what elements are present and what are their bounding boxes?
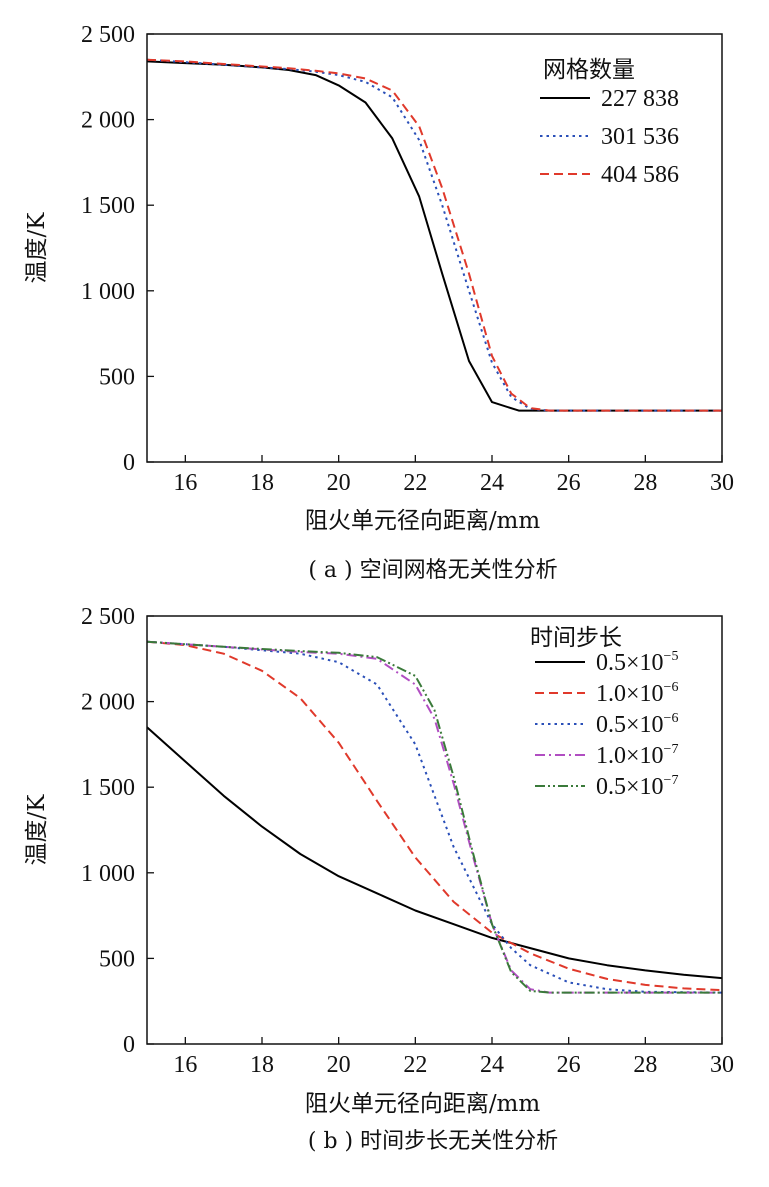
y-tick-label: 1 000	[81, 861, 135, 887]
plot-frame	[146, 33, 723, 463]
legend-label: 0.5×10−5	[596, 649, 678, 676]
y-tick-label: 1 000	[81, 279, 135, 305]
x-tick-label: 20	[327, 470, 351, 496]
series-line-5	[147, 640, 722, 994]
legend-label: 1.0×10−6	[596, 680, 678, 707]
x-tick-label: 30	[710, 1052, 734, 1078]
x-tick-label: 22	[403, 1052, 427, 1078]
legend-label: 0.5×10−7	[596, 773, 678, 800]
legend-title: 时间步长	[530, 625, 622, 651]
legend: 网格数量 227 838 301 536 404 586	[540, 57, 679, 188]
y-tick-label: 500	[99, 946, 135, 972]
series-group	[147, 640, 722, 994]
x-tick-label: 26	[557, 470, 581, 496]
y-tick-label: 1 500	[81, 775, 135, 801]
y-axis-title: 温度/K	[24, 212, 50, 284]
series-line-1	[147, 726, 722, 980]
series-line-2	[147, 640, 722, 992]
x-axis-title: 阻火单元径向距离/mm	[305, 508, 541, 534]
x-tick-label: 16	[173, 1052, 197, 1078]
chart-a: 16 18 20 22 24 26 28 30 0 500 1 000 1 500 2 000 2 500…	[24, 22, 734, 583]
legend-label: 0.5×10−6	[596, 711, 678, 738]
chart-b: 16 18 20 22 24 26 28 30 0 500 1 000 1 500 2 000 2 500…	[24, 604, 734, 1154]
y-tick-label: 2 500	[81, 604, 135, 630]
x-tick-label: 30	[710, 470, 734, 496]
x-tick-label: 20	[327, 1052, 351, 1078]
legend-label: 404 586	[601, 162, 679, 188]
y-tick-label: 0	[123, 450, 135, 476]
x-tick-label: 18	[250, 470, 274, 496]
series-line-1	[147, 60, 722, 412]
chart-caption: ( b ) 时间步长无关性分析	[308, 1129, 558, 1154]
series-group	[147, 58, 722, 412]
x-tick-label: 28	[633, 1052, 657, 1078]
legend-label: 301 536	[601, 124, 679, 150]
y-tick-label: 1 500	[81, 193, 135, 219]
x-tick-label: 26	[557, 1052, 581, 1078]
legend-label: 227 838	[601, 86, 679, 112]
series-line-3	[147, 58, 722, 412]
y-tick-label: 0	[123, 1032, 135, 1058]
x-tick-label: 24	[480, 470, 504, 496]
chart-caption: ( a ) 空间网格无关性分析	[308, 558, 557, 583]
plot-frame	[146, 615, 723, 1045]
x-axis-title: 阻火单元径向距离/mm	[305, 1091, 541, 1117]
x-tick-label: 24	[480, 1052, 504, 1078]
x-tick-label: 16	[173, 470, 197, 496]
series-line-2	[147, 58, 722, 412]
x-tick-label: 22	[403, 470, 427, 496]
legend-title: 网格数量	[543, 57, 635, 83]
y-tick-label: 2 000	[81, 108, 135, 134]
y-axis-title: 温度/K	[24, 794, 50, 866]
series-line-4	[147, 640, 722, 994]
x-tick-label: 18	[250, 1052, 274, 1078]
y-tick-label: 500	[99, 364, 135, 390]
y-tick-label: 2 000	[81, 690, 135, 716]
x-tick-label: 28	[633, 470, 657, 496]
legend-label: 1.0×10−7	[596, 742, 678, 769]
y-tick-label: 2 500	[81, 22, 135, 48]
